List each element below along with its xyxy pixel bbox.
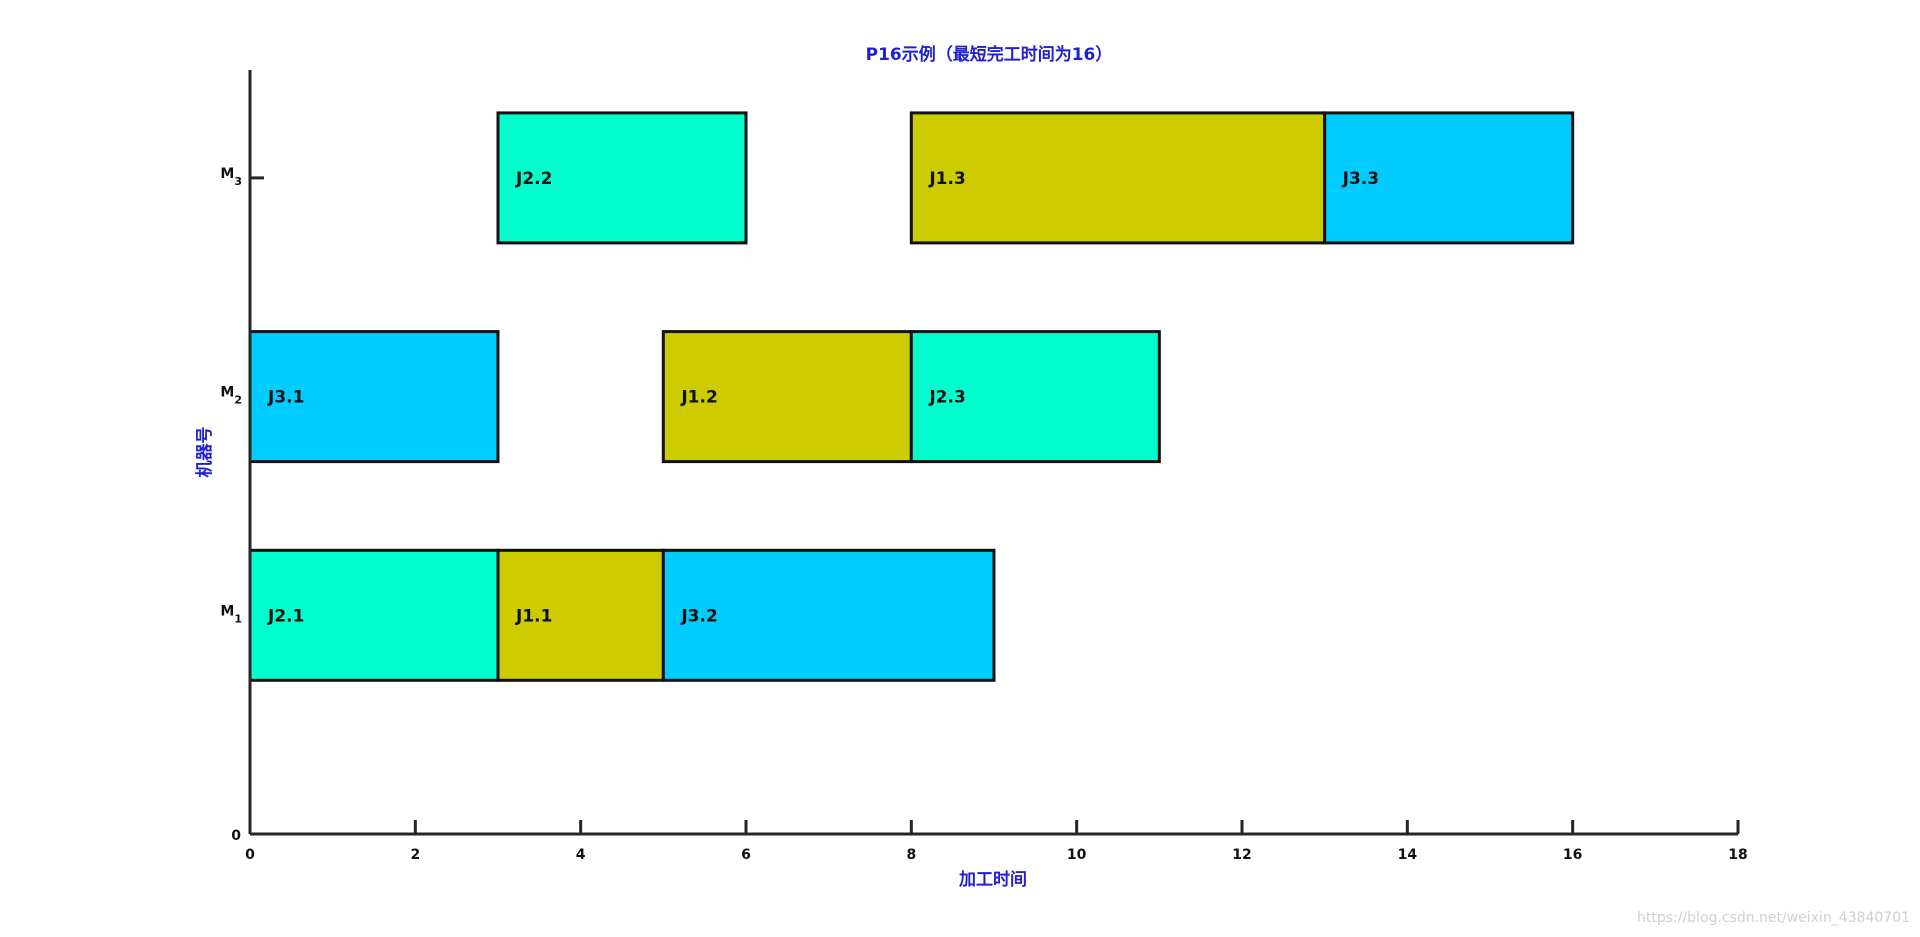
chart-title: P16示例（最短完工时间为16） xyxy=(866,44,1113,65)
task-label-J1.3: J1.3 xyxy=(928,169,965,189)
task-bar-J2.3 xyxy=(909,330,1161,464)
x-tick-label-4: 4 xyxy=(576,847,586,863)
x-tick-label-2: 2 xyxy=(410,847,420,863)
y-tick-label-M1: M1 xyxy=(220,603,242,625)
x-tick-label-14: 14 xyxy=(1398,847,1418,863)
task-bar-J2.1 xyxy=(248,548,500,682)
task-label-J3.3: J3.3 xyxy=(1342,169,1379,189)
x-tick-label-8: 8 xyxy=(906,847,916,863)
y-tick-label-M3: M3 xyxy=(220,166,242,188)
task-bar-J3.2 xyxy=(661,548,996,682)
y-tick-label-M2: M2 xyxy=(220,385,242,407)
task-label-J1.2: J1.2 xyxy=(680,388,717,408)
task-bar-J3.1 xyxy=(248,330,500,464)
bars-layer: J2.1 J1.1 J3.2 J3.1 J1.2 J2.3 J2.2 J1.3 J3.3 xyxy=(248,111,1575,682)
task-label-J3.2: J3.2 xyxy=(680,606,717,626)
task-bar-J3.3 xyxy=(1323,111,1575,245)
x-tick-label-18: 18 xyxy=(1728,847,1747,863)
x-tick-label-16: 16 xyxy=(1563,847,1582,863)
task-bar-J2.2 xyxy=(496,111,748,245)
y-tick-label-0: 0 xyxy=(231,828,241,844)
x-tick-label-6: 6 xyxy=(741,847,751,863)
task-label-J2.2: J2.2 xyxy=(515,169,552,189)
task-label-J2.3: J2.3 xyxy=(928,388,965,408)
task-label-J1.1: J1.1 xyxy=(515,606,552,626)
x-axis-label: 加工时间 xyxy=(958,869,1027,890)
task-label-J2.1: J2.1 xyxy=(267,606,304,626)
task-bar-J1.3 xyxy=(909,111,1327,245)
watermark-text: https://blog.csdn.net/weixin_43840701 xyxy=(1637,910,1910,926)
y-axis-label: 机器号 xyxy=(194,427,215,478)
task-bar-J1.2 xyxy=(661,330,913,464)
task-bar-J1.1 xyxy=(496,548,665,682)
task-label-J3.1: J3.1 xyxy=(267,388,304,408)
x-tick-label-0: 0 xyxy=(245,847,255,863)
axes-layer: 0 2 4 6 8 10 12 14 16 18 0 M1 M2 M3 xyxy=(220,70,1748,863)
x-tick-label-12: 12 xyxy=(1232,847,1251,863)
x-tick-label-10: 10 xyxy=(1067,847,1087,863)
